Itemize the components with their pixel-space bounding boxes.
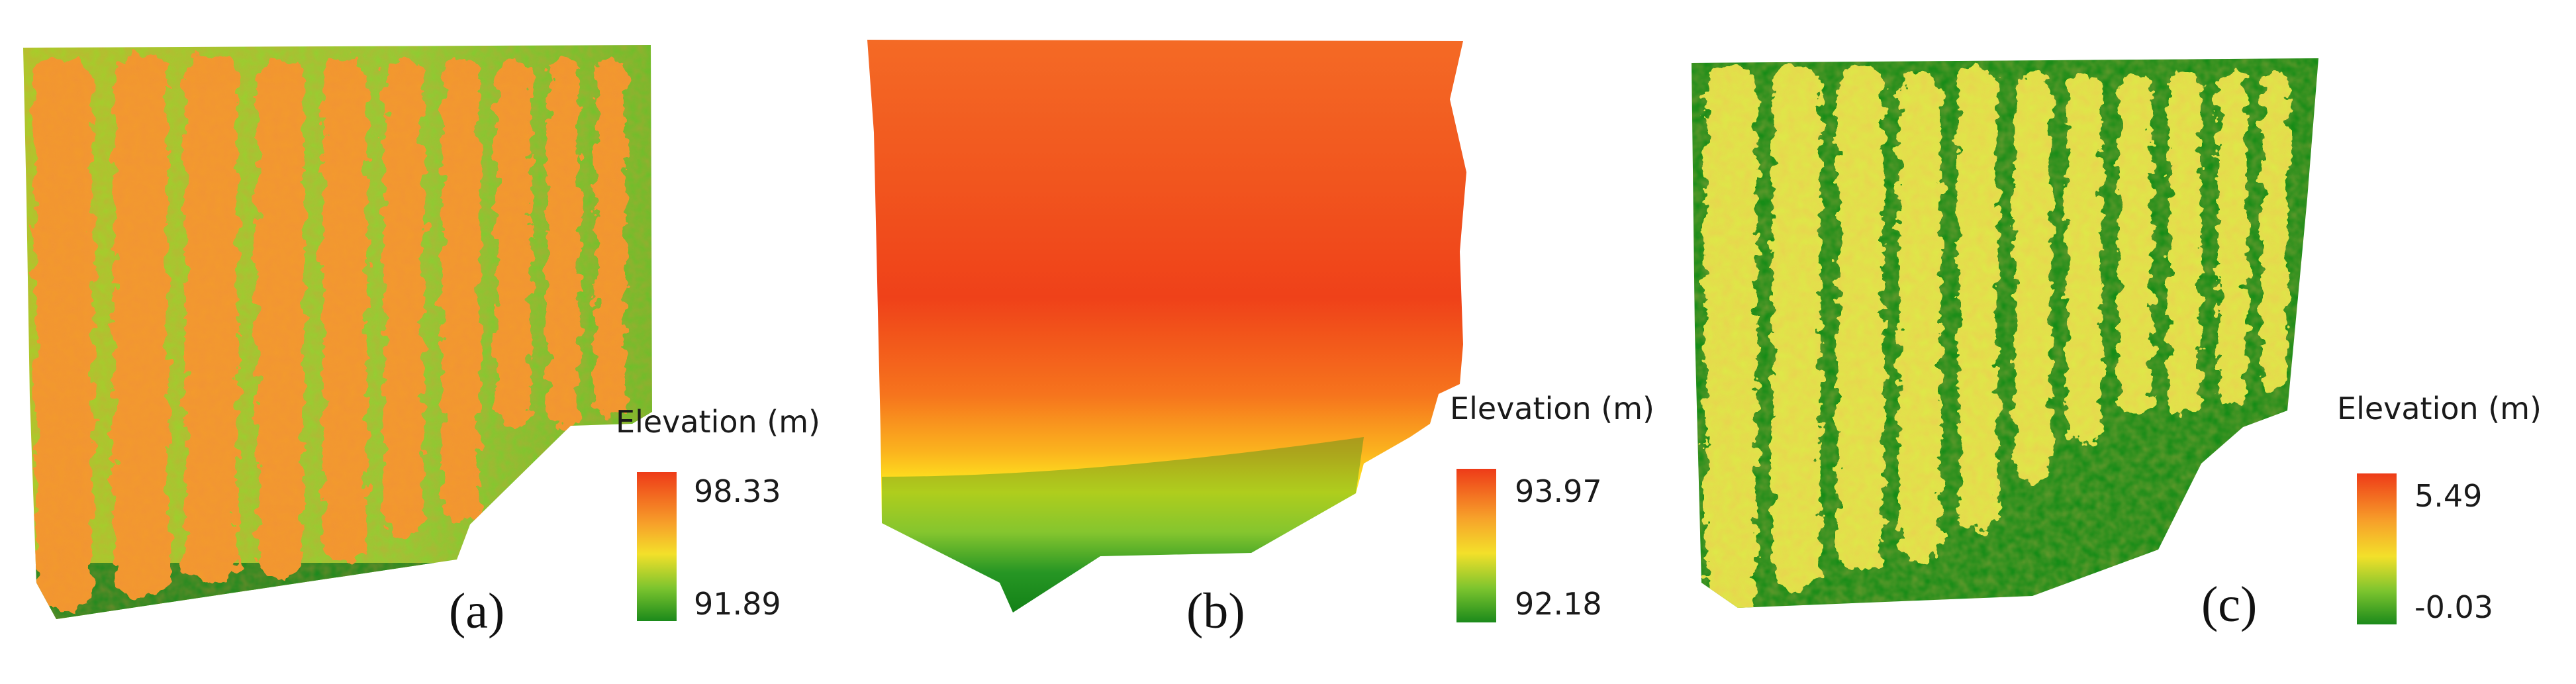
canopy-height-map-c [1692, 58, 2318, 608]
legend-title-b: Elevation (m) [1450, 391, 1654, 426]
legend-min-c: -0.03 [2414, 589, 2494, 625]
legend-max-a: 98.33 [694, 473, 781, 509]
legend-max-b: 93.97 [1515, 473, 1602, 509]
panel-label-c: (c) [2201, 577, 2258, 632]
color-scale-bar-b [1456, 469, 1496, 622]
legend-max-c: 5.49 [2414, 478, 2483, 514]
legend-min-b: 92.18 [1515, 586, 1602, 622]
legend-min-a: 91.89 [694, 586, 781, 622]
panel-label-b: (b) [1186, 583, 1245, 639]
panel-label-a: (a) [449, 583, 505, 639]
color-scale-bar-a [637, 472, 677, 621]
orchard-elevation-map-a [23, 45, 652, 619]
panel-a: Elevation (m) 98.33 91.89 (a) [0, 0, 861, 684]
legend-title-c: Elevation (m) [2337, 391, 2542, 426]
lower-slope-shading-b [882, 437, 1364, 612]
legend-title-a: Elevation (m) [616, 404, 820, 440]
terrain-elevation-map-b [867, 40, 1466, 612]
color-scale-bar-c [2357, 473, 2397, 624]
panel-c: Elevation (m) 5.49 -0.03 (c) [1675, 0, 2576, 684]
panel-b: Elevation (m) 93.97 92.18 (b) [847, 0, 1708, 684]
map-outline-b [867, 40, 1466, 612]
